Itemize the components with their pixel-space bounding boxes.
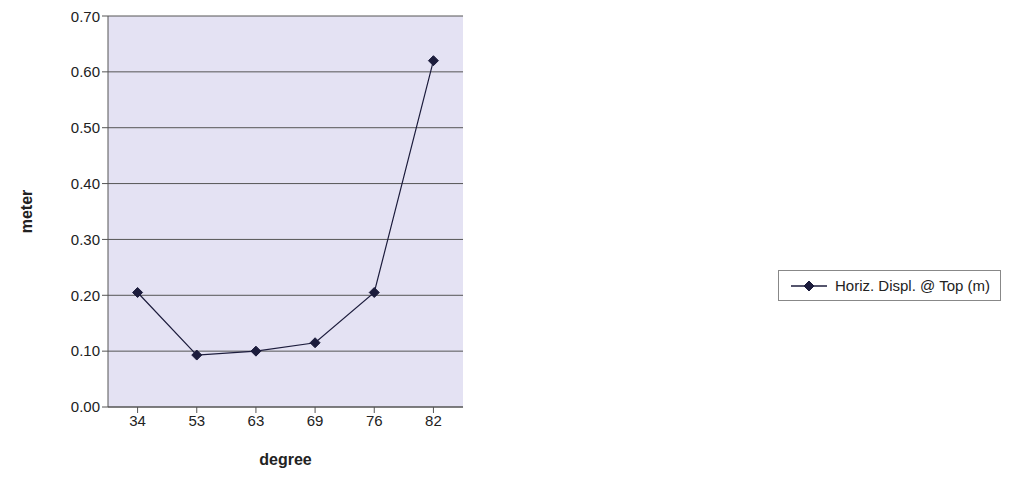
svg-text:82: 82	[425, 412, 442, 429]
svg-text:63: 63	[248, 412, 265, 429]
svg-text:degree: degree	[259, 451, 312, 468]
svg-text:69: 69	[307, 412, 324, 429]
svg-text:0.60: 0.60	[71, 63, 100, 80]
svg-text:0.10: 0.10	[71, 342, 100, 359]
svg-text:0.40: 0.40	[71, 175, 100, 192]
svg-text:76: 76	[366, 412, 383, 429]
html-text:Horiz. Displ. @ Top (m): Horiz. Displ. @ Top (m)	[835, 277, 990, 294]
svg-text:0.00: 0.00	[71, 398, 100, 415]
svg-text:meter: meter	[18, 190, 35, 234]
svg-text:0.30: 0.30	[71, 231, 100, 248]
svg-text:53: 53	[188, 412, 205, 429]
svg-text:0.70: 0.70	[71, 8, 100, 25]
svg-text:34: 34	[129, 412, 146, 429]
svg-text:0.50: 0.50	[71, 119, 100, 136]
svg-text:0.20: 0.20	[71, 287, 100, 304]
